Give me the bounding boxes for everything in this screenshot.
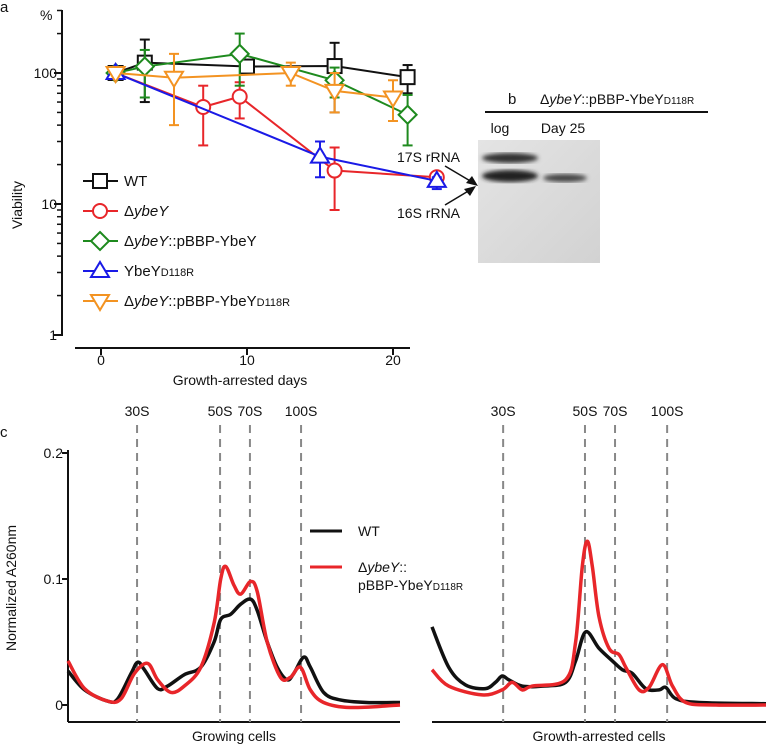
series-2: [105, 32, 419, 147]
band-17s-log: [482, 153, 538, 163]
legend-marker: [89, 294, 111, 312]
sedimentation-marker-label: 50S: [573, 403, 598, 419]
legend: WT ΔybeY:: pBBP-YbeYD118R: [310, 523, 463, 593]
legend-label-part: WT: [124, 173, 147, 190]
legend-label-part: Δ: [124, 293, 134, 310]
arrow-16s: [444, 189, 471, 206]
legend-label-part: D118R: [161, 267, 194, 279]
legend-label: ΔybeY: [124, 203, 169, 220]
lane-label-log: log: [491, 120, 510, 136]
y-tick-label-0: 0: [55, 697, 63, 713]
x-axis-label: Growth-arrested days: [173, 372, 308, 388]
y-axis-label: Viability: [9, 181, 25, 229]
profile-chart: Normalized A260nm 0.2 0.1 0 Growing cell…: [3, 403, 766, 744]
legend-label: YbeYD118R: [124, 263, 194, 280]
panel-label-c: c: [0, 424, 8, 441]
data-point: [399, 69, 416, 86]
x-tick-label-10: 10: [239, 352, 255, 368]
viability-chart: % Viability Growth-arrested days 100 10 …: [9, 7, 448, 388]
lane-label-day25: Day 25: [541, 120, 586, 136]
y-tick-label-10: 10: [41, 196, 57, 212]
legend-label-wt: WT: [358, 523, 380, 539]
x-tick-label-20: 20: [385, 352, 401, 368]
profile-line-wt: [66, 597, 401, 705]
legend-label: ΔybeY::pBBP-YbeYD118R: [124, 293, 290, 310]
gel-panel: ΔybeY::pBBP-YbeYD118R log Day 25 17S rRN…: [397, 91, 708, 263]
panel-label-b: b: [508, 91, 516, 108]
legend-marker: [89, 260, 111, 278]
y-tick-label-0.1: 0.1: [44, 571, 64, 587]
gel-title: ΔybeY::pBBP-YbeYD118R: [540, 91, 694, 107]
legend-label-part: ybeY: [133, 203, 169, 220]
sedimentation-marker-label: 70S: [603, 403, 628, 419]
arrow-16s-head: [464, 186, 476, 196]
profile-line-mutant: [430, 539, 766, 707]
x-axis-label-arrested: Growth-arrested cells: [532, 728, 665, 744]
band-label-17s: 17S rRNA: [397, 149, 461, 165]
x-axis-label-growing: Growing cells: [192, 728, 276, 744]
band-16s-log: [482, 170, 538, 182]
arrow-17s-head: [466, 176, 478, 186]
y-axis-label: Normalized A260nm: [3, 525, 19, 651]
legend-label-part: Δ: [124, 233, 134, 250]
band-label-16s: 16S rRNA: [397, 205, 461, 221]
y-unit-label: %: [40, 7, 52, 23]
data-point: [280, 66, 302, 84]
data-point: [382, 90, 404, 109]
sedimentation-marker-label: 100S: [285, 403, 318, 419]
data-point: [229, 43, 251, 65]
subplot-growing: 30S 50S 70S 100S: [66, 403, 401, 722]
legend-label-part: ybeY: [133, 293, 169, 310]
data-point: [397, 104, 419, 126]
data-point: [323, 83, 346, 102]
y-tick-label-1: 1: [49, 327, 57, 343]
y-tick-label-100: 100: [34, 65, 58, 81]
data-point: [326, 162, 343, 179]
sedimentation-marker-label: 30S: [491, 403, 516, 419]
legend-label-part: ::pBBP-YbeY: [168, 293, 256, 310]
legend-label-mutant: ΔybeY::: [358, 559, 407, 575]
data-point: [426, 169, 448, 188]
sedimentation-marker-label: 30S: [125, 403, 150, 419]
sedimentation-marker-label: 50S: [208, 403, 233, 419]
series-line: [115, 71, 394, 99]
legend-marker: [92, 173, 108, 189]
data-point: [104, 66, 127, 84]
legend-label-part: D118R: [257, 297, 290, 309]
arrow-17s: [444, 165, 473, 183]
sedimentation-marker-label: 70S: [237, 403, 262, 419]
x-tick-label-0: 0: [97, 352, 105, 368]
y-tick-label-0.2: 0.2: [44, 445, 64, 461]
panel-label-a: a: [0, 0, 9, 16]
series-line: [115, 72, 437, 179]
sedimentation-marker-label: 100S: [651, 403, 684, 419]
data-point: [231, 88, 248, 105]
band-16s-day25: [543, 174, 587, 182]
legend-label: WT: [124, 173, 147, 190]
data-point: [309, 145, 331, 164]
series-line: [115, 72, 438, 182]
legend-label-part: ::pBBP-YbeY: [168, 233, 256, 250]
data-point: [163, 70, 185, 89]
legend-label-part: Δ: [124, 203, 134, 220]
legend-label: ΔybeY::pBBP-YbeY: [124, 233, 257, 250]
profile-line-wt: [430, 626, 766, 706]
series-4: [104, 52, 404, 127]
profile-line-mutant: [66, 564, 401, 710]
subplot-arrested: 30S 50S 70S 100S: [430, 403, 766, 722]
legend-label-mutant-line2: pBBP-YbeYD118R: [358, 577, 463, 593]
legend-marker: [89, 230, 111, 252]
series-3: [104, 62, 448, 191]
legend-label-part: ybeY: [133, 233, 169, 250]
legend-marker: [92, 203, 108, 219]
legend-label-part: YbeY: [124, 263, 161, 280]
